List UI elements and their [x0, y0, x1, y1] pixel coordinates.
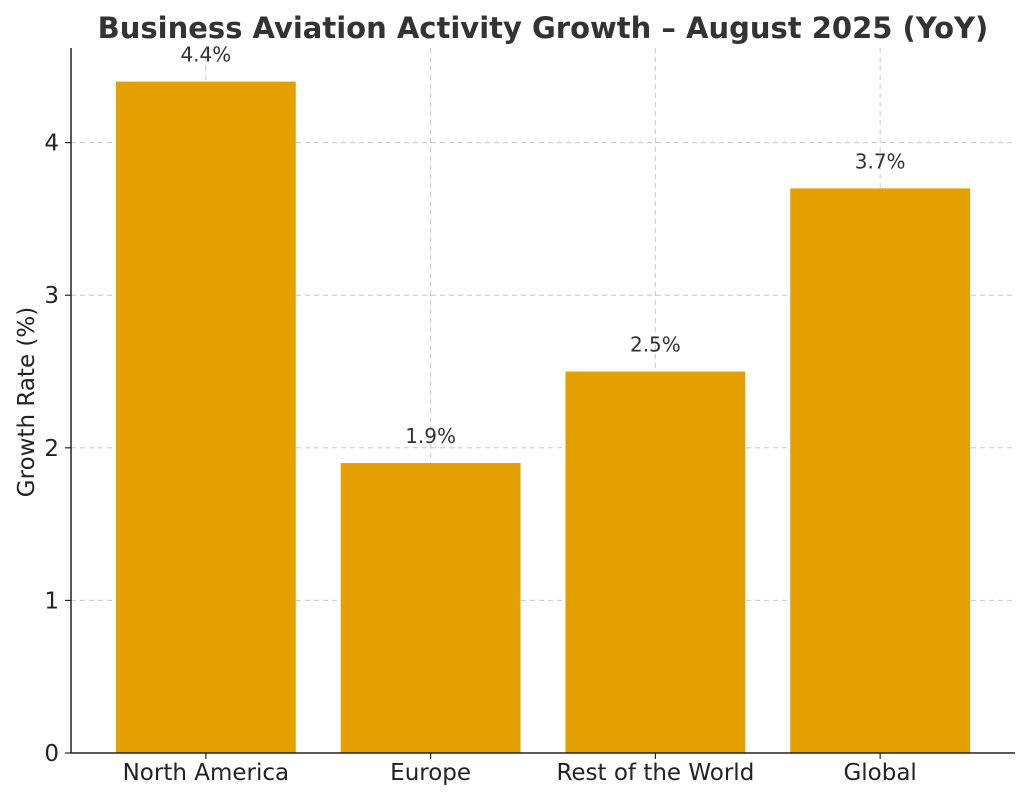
- bar-data-label: 3.7%: [855, 149, 906, 173]
- data-labels: 4.4% 1.9% 2.5% 3.7%: [180, 43, 905, 448]
- bar-data-label: 1.9%: [405, 424, 456, 448]
- x-tick-label: North America: [123, 760, 290, 786]
- y-tick-label: 1: [44, 588, 59, 614]
- chart-title: Business Aviation Activity Growth – Augu…: [98, 11, 989, 45]
- y-ticks: 0 1 2 3 4: [44, 131, 71, 767]
- x-ticks: North America Europe Rest of the World Glob…: [123, 753, 917, 786]
- y-tick-label: 0: [44, 741, 59, 767]
- bar: [115, 81, 296, 754]
- bars: [115, 81, 971, 754]
- axes: [70, 48, 1015, 754]
- y-tick-label: 3: [44, 283, 59, 309]
- y-tick-label: 4: [44, 131, 59, 157]
- y-axis-label: Growth Rate (%): [14, 307, 40, 497]
- bar: [340, 463, 521, 753]
- bar-data-label: 4.4%: [180, 43, 231, 67]
- y-tick-label: 2: [44, 436, 59, 462]
- bar: [565, 371, 746, 753]
- x-tick-label: Europe: [390, 760, 471, 786]
- x-tick-label: Rest of the World: [556, 760, 754, 786]
- bar: [790, 188, 971, 753]
- bar-data-label: 2.5%: [630, 333, 681, 357]
- x-tick-label: Global: [843, 760, 916, 786]
